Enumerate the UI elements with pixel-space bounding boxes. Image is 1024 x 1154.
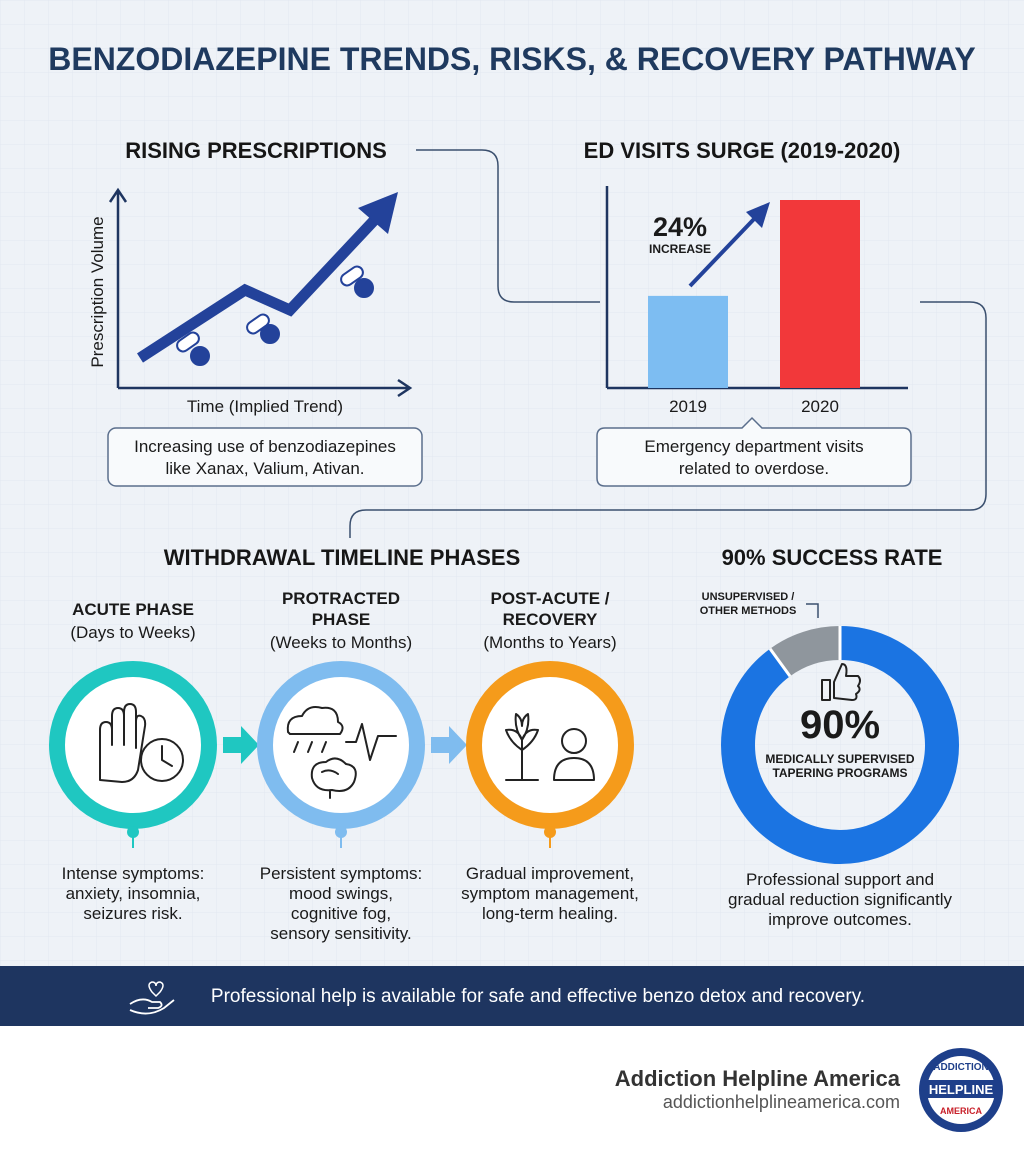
phase-description: seizures risk.: [83, 904, 182, 923]
phase-dot: [335, 826, 347, 838]
phase-arrow: [431, 726, 467, 764]
section-title: 90% SUCCESS RATE: [722, 545, 943, 570]
heart-icon: [148, 981, 164, 998]
section-title: ED VISITS SURGE (2019-2020): [584, 138, 901, 163]
section-title: RISING PRESCRIPTIONS: [125, 138, 387, 163]
phase-title: PROTRACTED: [282, 589, 400, 608]
center-value: 90%: [800, 703, 880, 747]
phase-description: Intense symptoms:: [62, 864, 205, 883]
phase-description: cognitive fog,: [291, 904, 391, 923]
phase-dot: [544, 826, 556, 838]
center-label: TAPERING PROGRAMS: [772, 766, 907, 780]
phase-description: symptom management,: [461, 884, 639, 903]
phase-duration: (Weeks to Months): [270, 633, 412, 652]
label-leader: [806, 603, 819, 618]
phase-title: POST-ACUTE /: [490, 589, 609, 608]
footer-band: [0, 966, 1024, 1026]
trend-arrow: [137, 208, 387, 363]
phase-description: sensory sensitivity.: [270, 924, 411, 943]
section-title: WITHDRAWAL TIMELINE PHASES: [164, 545, 521, 570]
caption: gradual reduction significantly: [728, 890, 952, 909]
help-icon: [129, 998, 175, 1015]
phase-arrow: [223, 726, 259, 764]
increase-arrow: [688, 216, 757, 288]
phase-title: RECOVERY: [503, 610, 598, 629]
annotation-label: INCREASE: [649, 242, 711, 256]
phase-description: mood swings,: [289, 884, 393, 903]
phase-duration: (Days to Weeks): [70, 623, 195, 642]
segment-divider: [768, 647, 792, 678]
caption: improve outcomes.: [768, 910, 912, 929]
logo-text: ADDICTION: [933, 1062, 989, 1073]
caption: Increasing use of benzodiazepines: [134, 437, 396, 456]
logo-text: AMERICA: [940, 1106, 982, 1116]
brand-name: Addiction Helpline America: [615, 1066, 901, 1091]
phase-title: ACUTE PHASE: [72, 600, 194, 619]
phase-ring: [257, 661, 425, 829]
phase-ring: [49, 661, 217, 829]
connector: [349, 301, 987, 538]
footer-message: Professional help is available for safe …: [211, 986, 865, 1007]
trend-arrow-head: [358, 192, 398, 234]
donut-segment: [721, 626, 959, 864]
bar: [780, 200, 860, 388]
x-tick-label: 2019: [669, 397, 707, 416]
x-axis-label: Time (Implied Trend): [187, 397, 343, 416]
phase-description: Gradual improvement,: [466, 864, 634, 883]
caption-box: [107, 427, 423, 487]
brand-area: [0, 1026, 1024, 1154]
caption: like Xanax, Valium, Ativan.: [165, 459, 364, 478]
caption-box: [596, 416, 912, 487]
donut-segment: [770, 626, 841, 677]
phase-description: anxiety, insomnia,: [66, 884, 201, 903]
caption: Emergency department visits: [644, 437, 863, 456]
phase-duration: (Months to Years): [483, 633, 616, 652]
phase-icons: [99, 703, 595, 799]
axes: [108, 187, 413, 398]
annotation-value: 24%: [653, 212, 707, 242]
phase-dot: [127, 826, 139, 838]
segment-label: OTHER METHODS: [700, 605, 797, 617]
y-axis-label: Prescription Volume: [88, 216, 107, 367]
phase-ring: [466, 661, 634, 829]
caption: Professional support and: [746, 870, 934, 889]
center-label: MEDICALLY SUPERVISED: [765, 752, 914, 766]
segment-label: UNSUPERVISED /: [702, 591, 795, 603]
phase-title: PHASE: [312, 610, 371, 629]
x-tick-label: 2020: [801, 397, 839, 416]
bar: [648, 295, 728, 388]
logo-text: HELPLINE: [929, 1082, 994, 1097]
caption: related to overdose.: [679, 459, 829, 478]
increase-arrow-head: [746, 202, 770, 228]
phase-description: Persistent symptoms:: [260, 864, 423, 883]
thumbs-up-icon: [821, 663, 861, 701]
pill-icons: [176, 265, 374, 366]
phase-description: long-term healing.: [482, 904, 618, 923]
brand-url: addictionhelplineamerica.com: [663, 1092, 900, 1112]
page-title: BENZODIAZEPINE TRENDS, RISKS, & RECOVERY…: [48, 41, 976, 77]
logo: ADDICTION HELPLINE AMERICA: [919, 1048, 1003, 1132]
connector: [416, 149, 600, 303]
